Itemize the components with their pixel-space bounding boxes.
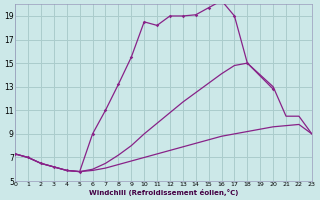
X-axis label: Windchill (Refroidissement éolien,°C): Windchill (Refroidissement éolien,°C) [89, 189, 238, 196]
